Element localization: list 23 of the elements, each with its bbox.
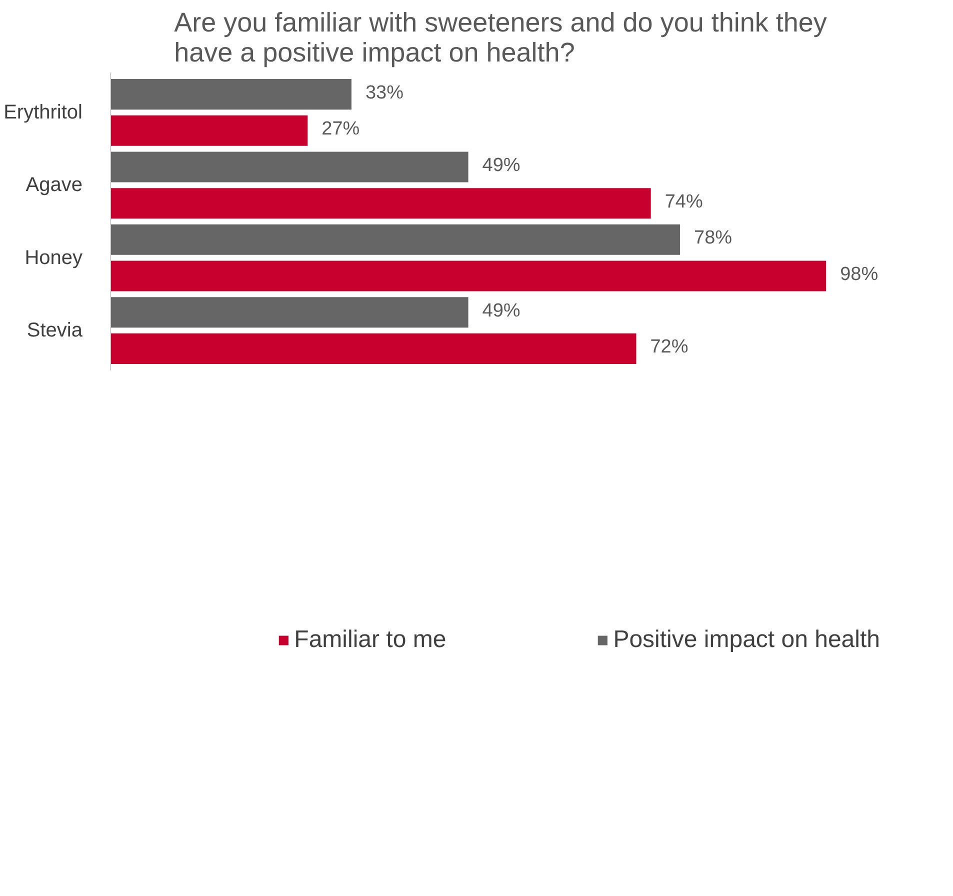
bar [110, 115, 308, 146]
y-tick-label: Agave [26, 174, 83, 196]
bar [110, 152, 468, 182]
legend-label: Positive impact on health [613, 626, 880, 654]
bar [110, 79, 352, 110]
bar [110, 188, 651, 219]
data-label: 33% [365, 82, 404, 104]
data-label: 72% [650, 336, 688, 358]
y-tick-label: Honey [24, 246, 82, 269]
bar [110, 224, 680, 255]
data-label: 98% [840, 264, 878, 286]
chart-title: Are you familiar with sweeteners and do you think they have a positive impact on health? [174, 8, 828, 68]
data-label: 27% [322, 118, 360, 140]
bar [110, 260, 826, 292]
y-tick-label: Erythritol [4, 101, 82, 124]
data-label: 78% [694, 228, 732, 249]
data-label: 74% [664, 191, 703, 212]
legend-label: Familiar to me [294, 626, 446, 654]
data-label: 49% [482, 154, 520, 176]
bar [110, 297, 468, 328]
y-tick-label: Stevia [26, 320, 84, 342]
data-label: 49% [482, 300, 520, 322]
bar [110, 333, 636, 364]
